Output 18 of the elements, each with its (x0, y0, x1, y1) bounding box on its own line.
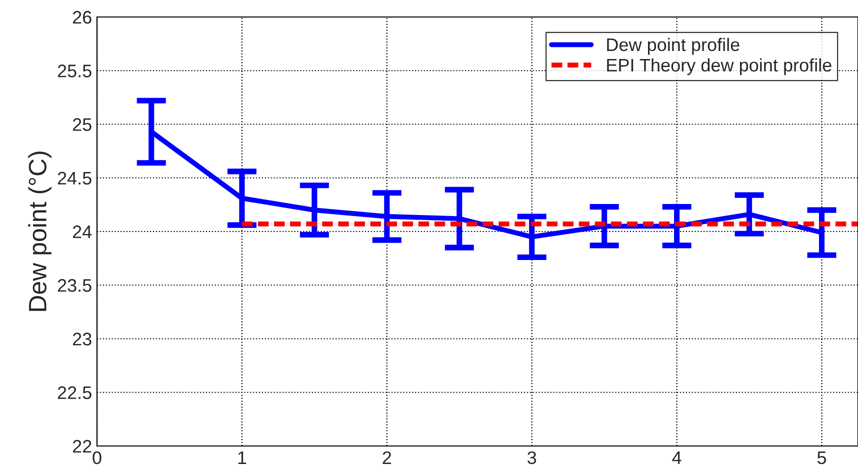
y-tick-label: 25 (72, 118, 92, 131)
y-tick-label: 22 (72, 440, 92, 453)
y-tick-label: 25.5 (58, 64, 92, 78)
y-tick-label: 24 (72, 225, 92, 238)
legend-label: EPI Theory dew point profile (607, 58, 832, 76)
y-tick-label: 23 (72, 332, 92, 346)
x-tick-label: 4 (672, 452, 682, 464)
y-tick-label: 23.5 (58, 279, 92, 292)
y-tick-label: 26 (72, 10, 92, 24)
y-tick-label: 24.5 (58, 172, 92, 185)
y-tick-label: 22.5 (58, 386, 92, 400)
x-tick-label: 0 (92, 451, 102, 464)
x-tick-label: 3 (528, 451, 536, 464)
x-tick-label: 2 (382, 451, 392, 464)
x-tick-label: 1 (238, 452, 246, 464)
x-tick-label: 5 (817, 452, 826, 464)
legend-label: Dew point profile (607, 38, 740, 55)
y-axis-title: Dew point (°C) (28, 152, 52, 311)
